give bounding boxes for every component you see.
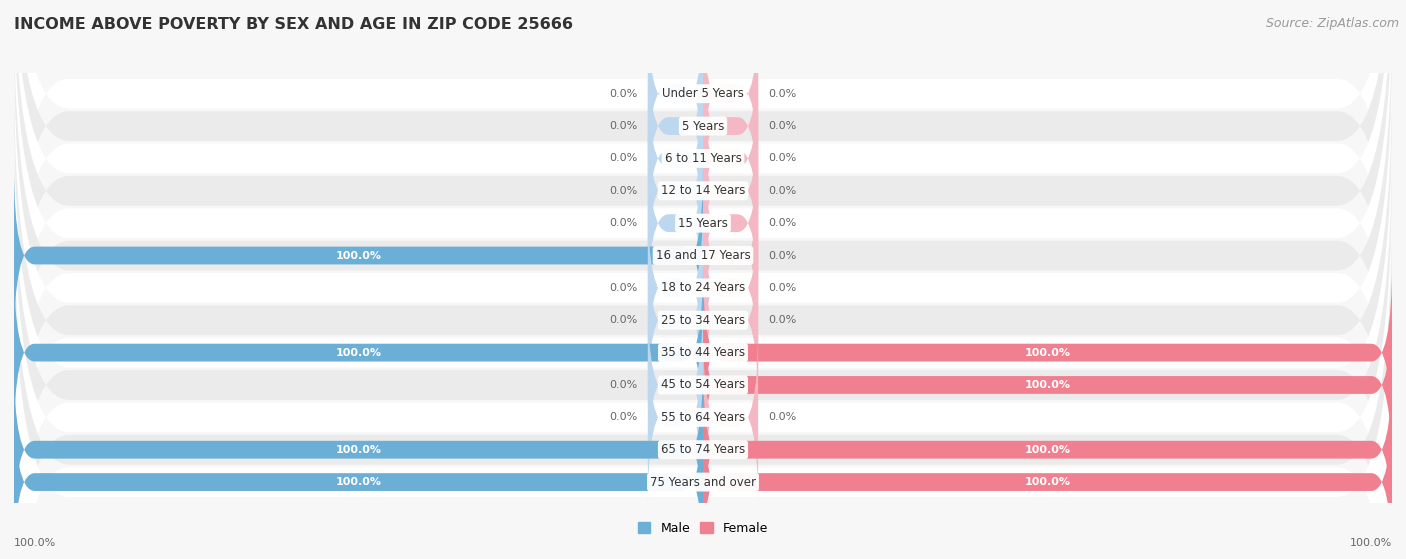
FancyBboxPatch shape — [648, 329, 703, 505]
FancyBboxPatch shape — [648, 38, 703, 214]
Text: 0.0%: 0.0% — [769, 218, 797, 228]
Text: 100.0%: 100.0% — [336, 477, 381, 487]
Text: 100.0%: 100.0% — [1025, 477, 1070, 487]
Text: 0.0%: 0.0% — [769, 153, 797, 163]
Text: Under 5 Years: Under 5 Years — [662, 87, 744, 100]
Text: 35 to 44 Years: 35 to 44 Years — [661, 346, 745, 359]
FancyBboxPatch shape — [14, 0, 1392, 435]
Text: 100.0%: 100.0% — [1350, 538, 1392, 548]
Text: 0.0%: 0.0% — [769, 315, 797, 325]
FancyBboxPatch shape — [14, 141, 1392, 559]
Legend: Male, Female: Male, Female — [633, 517, 773, 540]
Text: 6 to 11 Years: 6 to 11 Years — [665, 152, 741, 165]
FancyBboxPatch shape — [14, 167, 703, 344]
FancyBboxPatch shape — [14, 0, 1392, 467]
Text: 100.0%: 100.0% — [336, 250, 381, 260]
Text: 0.0%: 0.0% — [769, 283, 797, 293]
Text: INCOME ABOVE POVERTY BY SEX AND AGE IN ZIP CODE 25666: INCOME ABOVE POVERTY BY SEX AND AGE IN Z… — [14, 17, 574, 32]
FancyBboxPatch shape — [703, 38, 758, 214]
FancyBboxPatch shape — [703, 329, 758, 505]
FancyBboxPatch shape — [648, 103, 703, 279]
FancyBboxPatch shape — [703, 167, 758, 344]
FancyBboxPatch shape — [703, 362, 1392, 538]
FancyBboxPatch shape — [703, 232, 758, 409]
Text: 0.0%: 0.0% — [609, 186, 637, 196]
FancyBboxPatch shape — [14, 394, 703, 559]
Text: 0.0%: 0.0% — [769, 186, 797, 196]
FancyBboxPatch shape — [703, 6, 758, 182]
FancyBboxPatch shape — [14, 264, 703, 441]
Text: 18 to 24 Years: 18 to 24 Years — [661, 281, 745, 295]
Text: 0.0%: 0.0% — [609, 218, 637, 228]
Text: 0.0%: 0.0% — [769, 89, 797, 99]
FancyBboxPatch shape — [703, 200, 758, 376]
FancyBboxPatch shape — [703, 264, 1392, 441]
Text: 0.0%: 0.0% — [769, 250, 797, 260]
FancyBboxPatch shape — [703, 135, 758, 311]
FancyBboxPatch shape — [14, 173, 1392, 559]
Text: 45 to 54 Years: 45 to 54 Years — [661, 378, 745, 391]
FancyBboxPatch shape — [648, 135, 703, 311]
Text: 75 Years and over: 75 Years and over — [650, 476, 756, 489]
FancyBboxPatch shape — [14, 238, 1392, 559]
FancyBboxPatch shape — [14, 44, 1392, 532]
Text: 100.0%: 100.0% — [1025, 445, 1070, 454]
FancyBboxPatch shape — [14, 206, 1392, 559]
Text: 0.0%: 0.0% — [609, 413, 637, 423]
FancyBboxPatch shape — [703, 297, 1392, 473]
Text: 65 to 74 Years: 65 to 74 Years — [661, 443, 745, 456]
FancyBboxPatch shape — [703, 70, 758, 247]
Text: 0.0%: 0.0% — [609, 380, 637, 390]
FancyBboxPatch shape — [14, 76, 1392, 559]
Text: 5 Years: 5 Years — [682, 120, 724, 132]
Text: 0.0%: 0.0% — [609, 153, 637, 163]
FancyBboxPatch shape — [14, 12, 1392, 500]
Text: 0.0%: 0.0% — [609, 283, 637, 293]
Text: 100.0%: 100.0% — [1025, 380, 1070, 390]
Text: 0.0%: 0.0% — [609, 89, 637, 99]
Text: 55 to 64 Years: 55 to 64 Years — [661, 411, 745, 424]
Text: 12 to 14 Years: 12 to 14 Years — [661, 184, 745, 197]
FancyBboxPatch shape — [648, 70, 703, 247]
Text: 16 and 17 Years: 16 and 17 Years — [655, 249, 751, 262]
Text: 25 to 34 Years: 25 to 34 Years — [661, 314, 745, 327]
Text: 0.0%: 0.0% — [609, 121, 637, 131]
Text: 100.0%: 100.0% — [336, 445, 381, 454]
Text: 100.0%: 100.0% — [1025, 348, 1070, 358]
Text: 0.0%: 0.0% — [609, 315, 637, 325]
FancyBboxPatch shape — [648, 297, 703, 473]
Text: 100.0%: 100.0% — [336, 348, 381, 358]
FancyBboxPatch shape — [14, 0, 1392, 402]
FancyBboxPatch shape — [648, 200, 703, 376]
FancyBboxPatch shape — [648, 6, 703, 182]
FancyBboxPatch shape — [14, 362, 703, 538]
Text: Source: ZipAtlas.com: Source: ZipAtlas.com — [1265, 17, 1399, 30]
FancyBboxPatch shape — [14, 0, 1392, 370]
Text: 15 Years: 15 Years — [678, 217, 728, 230]
Text: 0.0%: 0.0% — [769, 121, 797, 131]
FancyBboxPatch shape — [703, 394, 1392, 559]
FancyBboxPatch shape — [648, 232, 703, 409]
FancyBboxPatch shape — [14, 0, 1392, 338]
FancyBboxPatch shape — [14, 108, 1392, 559]
FancyBboxPatch shape — [703, 103, 758, 279]
Text: 100.0%: 100.0% — [14, 538, 56, 548]
Text: 0.0%: 0.0% — [769, 413, 797, 423]
